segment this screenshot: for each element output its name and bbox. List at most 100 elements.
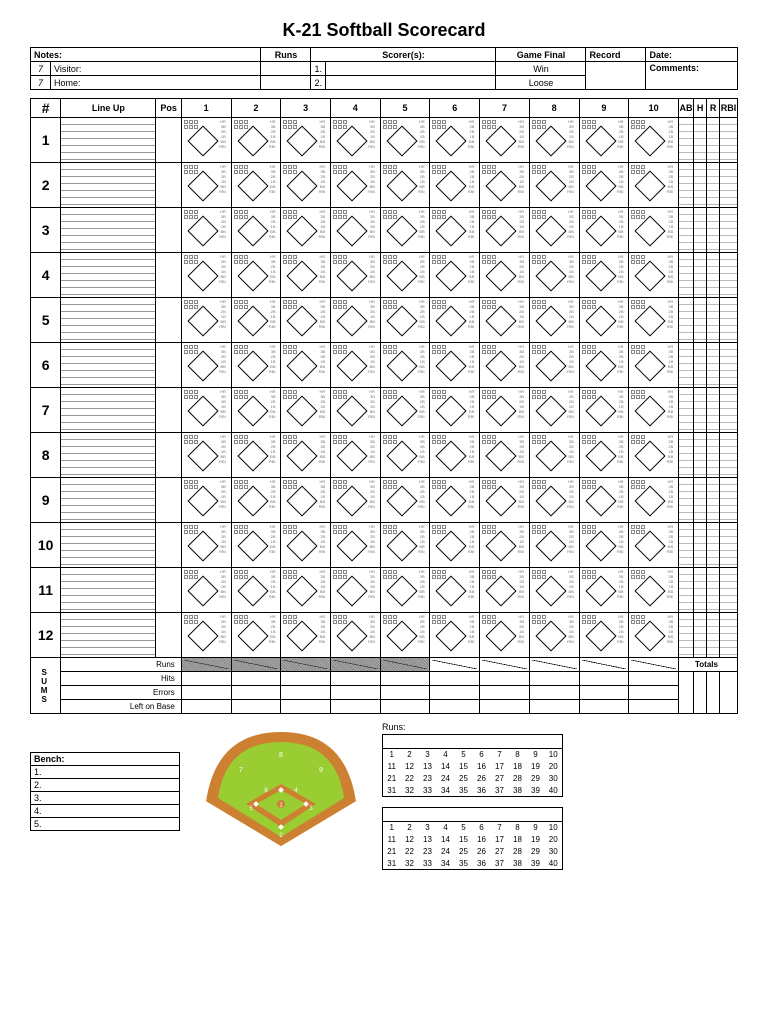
stat-cell[interactable] [707, 208, 720, 253]
score-cell[interactable]: HR3B2B1BBBRBI [579, 388, 629, 433]
score-cell[interactable]: HR3B2B1BBBRBI [579, 433, 629, 478]
pos-cell[interactable] [156, 478, 181, 523]
stat-cell[interactable] [694, 253, 707, 298]
score-cell[interactable]: HR3B2B1BBBRBI [480, 388, 530, 433]
score-cell[interactable]: HR3B2B1BBBRBI [529, 568, 579, 613]
score-cell[interactable]: HR3B2B1BBBRBI [380, 298, 430, 343]
stat-cell[interactable] [694, 388, 707, 433]
stat-cell[interactable] [720, 208, 738, 253]
sums-cell[interactable] [480, 658, 530, 672]
stat-cell[interactable] [694, 343, 707, 388]
sums-cell[interactable] [231, 658, 281, 672]
score-cell[interactable]: HR3B2B1BBBRBI [480, 343, 530, 388]
stat-cell[interactable] [678, 568, 693, 613]
score-cell[interactable]: HR3B2B1BBBRBI [529, 163, 579, 208]
stat-cell[interactable] [707, 388, 720, 433]
stat-cell[interactable] [720, 388, 738, 433]
score-cell[interactable]: HR3B2B1BBBRBI [430, 208, 480, 253]
score-cell[interactable]: HR3B2B1BBBRBI [330, 208, 380, 253]
scorer2[interactable] [326, 76, 496, 90]
stat-cell[interactable] [694, 478, 707, 523]
stat-cell[interactable] [707, 118, 720, 163]
score-cell[interactable]: HR3B2B1BBBRBI [181, 343, 231, 388]
score-cell[interactable]: HR3B2B1BBBRBI [529, 253, 579, 298]
score-cell[interactable]: HR3B2B1BBBRBI [330, 163, 380, 208]
sums-cell[interactable] [281, 658, 331, 672]
bench-row[interactable]: 3. [31, 792, 180, 805]
pos-cell[interactable] [156, 163, 181, 208]
score-cell[interactable]: HR3B2B1BBBRBI [629, 523, 679, 568]
sums-cell[interactable] [529, 700, 579, 714]
score-cell[interactable]: HR3B2B1BBBRBI [480, 208, 530, 253]
totals-cell[interactable] [720, 672, 738, 714]
lineup-cell[interactable] [61, 298, 156, 343]
score-cell[interactable]: HR3B2B1BBBRBI [380, 163, 430, 208]
score-cell[interactable]: HR3B2B1BBBRBI [330, 388, 380, 433]
stat-cell[interactable] [720, 613, 738, 658]
score-cell[interactable]: HR3B2B1BBBRBI [380, 478, 430, 523]
stat-cell[interactable] [707, 613, 720, 658]
score-cell[interactable]: HR3B2B1BBBRBI [181, 613, 231, 658]
stat-cell[interactable] [678, 343, 693, 388]
score-cell[interactable]: HR3B2B1BBBRBI [480, 163, 530, 208]
score-cell[interactable]: HR3B2B1BBBRBI [330, 118, 380, 163]
score-cell[interactable]: HR3B2B1BBBRBI [330, 343, 380, 388]
score-cell[interactable]: HR3B2B1BBBRBI [380, 523, 430, 568]
stat-cell[interactable] [694, 433, 707, 478]
pos-cell[interactable] [156, 613, 181, 658]
score-cell[interactable]: HR3B2B1BBBRBI [380, 568, 430, 613]
stat-cell[interactable] [694, 118, 707, 163]
sums-cell[interactable] [181, 686, 231, 700]
score-cell[interactable]: HR3B2B1BBBRBI [181, 208, 231, 253]
score-cell[interactable]: HR3B2B1BBBRBI [181, 478, 231, 523]
score-cell[interactable]: HR3B2B1BBBRBI [231, 388, 281, 433]
sums-cell[interactable] [480, 700, 530, 714]
score-cell[interactable]: HR3B2B1BBBRBI [380, 208, 430, 253]
sums-cell[interactable] [579, 700, 629, 714]
sums-cell[interactable] [380, 658, 430, 672]
stat-cell[interactable] [720, 523, 738, 568]
sums-cell[interactable] [231, 686, 281, 700]
sums-cell[interactable] [629, 672, 679, 686]
score-cell[interactable]: HR3B2B1BBBRBI [281, 478, 331, 523]
stat-cell[interactable] [694, 208, 707, 253]
stat-cell[interactable] [707, 523, 720, 568]
pos-cell[interactable] [156, 298, 181, 343]
bench-row[interactable]: 1. [31, 766, 180, 779]
stat-cell[interactable] [678, 298, 693, 343]
score-cell[interactable]: HR3B2B1BBBRBI [579, 613, 629, 658]
sums-cell[interactable] [629, 700, 679, 714]
score-cell[interactable]: HR3B2B1BBBRBI [231, 433, 281, 478]
home-runs[interactable] [261, 76, 311, 90]
score-cell[interactable]: HR3B2B1BBBRBI [430, 568, 480, 613]
score-cell[interactable]: HR3B2B1BBBRBI [380, 433, 430, 478]
score-cell[interactable]: HR3B2B1BBBRBI [430, 433, 480, 478]
score-cell[interactable]: HR3B2B1BBBRBI [380, 388, 430, 433]
lineup-cell[interactable] [61, 253, 156, 298]
stat-cell[interactable] [720, 253, 738, 298]
sums-cell[interactable] [430, 658, 480, 672]
sums-cell[interactable] [281, 672, 331, 686]
score-cell[interactable]: HR3B2B1BBBRBI [529, 118, 579, 163]
score-cell[interactable]: HR3B2B1BBBRBI [579, 163, 629, 208]
sums-cell[interactable] [281, 700, 331, 714]
score-cell[interactable]: HR3B2B1BBBRBI [430, 523, 480, 568]
score-cell[interactable]: HR3B2B1BBBRBI [629, 298, 679, 343]
sums-cell[interactable] [181, 700, 231, 714]
sums-cell[interactable] [181, 658, 231, 672]
score-cell[interactable]: HR3B2B1BBBRBI [281, 613, 331, 658]
stat-cell[interactable] [678, 523, 693, 568]
score-cell[interactable]: HR3B2B1BBBRBI [579, 343, 629, 388]
stat-cell[interactable] [678, 433, 693, 478]
score-cell[interactable]: HR3B2B1BBBRBI [629, 253, 679, 298]
totals-cell[interactable] [707, 672, 720, 714]
score-cell[interactable]: HR3B2B1BBBRBI [480, 253, 530, 298]
score-cell[interactable]: HR3B2B1BBBRBI [281, 208, 331, 253]
bench-row[interactable]: 5. [31, 818, 180, 831]
score-cell[interactable]: HR3B2B1BBBRBI [629, 433, 679, 478]
lineup-cell[interactable] [61, 568, 156, 613]
stat-cell[interactable] [678, 118, 693, 163]
score-cell[interactable]: HR3B2B1BBBRBI [579, 208, 629, 253]
score-cell[interactable]: HR3B2B1BBBRBI [181, 568, 231, 613]
stat-cell[interactable] [678, 253, 693, 298]
